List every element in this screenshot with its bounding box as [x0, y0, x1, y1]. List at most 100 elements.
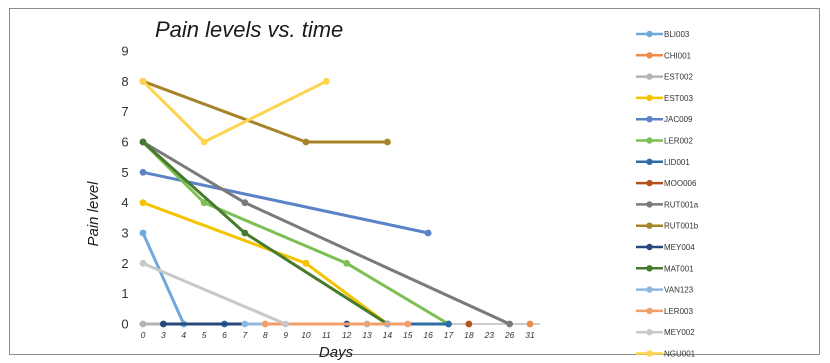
- legend-label: EST003: [664, 94, 693, 103]
- x-tick-label: 5: [202, 330, 207, 340]
- data-point: [343, 259, 351, 267]
- legend-label: LER002: [664, 137, 693, 146]
- data-point: [282, 320, 289, 328]
- data-point: [200, 199, 208, 207]
- series-line: [142, 201, 389, 326]
- data-point: [526, 320, 534, 328]
- legend-label: MAT001: [664, 264, 694, 273]
- x-tick-label: 13: [362, 330, 372, 340]
- y-tick-label: 2: [121, 256, 128, 271]
- y-tick-label: 3: [121, 226, 128, 241]
- legend-label: VAN123: [664, 286, 694, 295]
- y-tick-label: 4: [121, 195, 128, 210]
- series-line: [142, 170, 429, 235]
- legend-item-chi001: CHI001: [636, 51, 692, 60]
- y-tick-labels: 0 1 2 3 4 5 6 7 8 9: [121, 44, 128, 332]
- data-point: [159, 320, 167, 328]
- data-point: [241, 320, 249, 328]
- data-point: [139, 229, 147, 237]
- y-tick-label: 5: [121, 165, 128, 180]
- legend-swatch-marker: [646, 52, 653, 59]
- series-line: [142, 140, 511, 326]
- x-tick-label: 11: [322, 330, 331, 340]
- y-tick-label: 8: [121, 74, 128, 89]
- legend: BLI003 CHI001 EST002 EST003 JAC009 LER002 LID0…: [636, 30, 699, 359]
- legend-label: NGU001: [664, 350, 696, 359]
- legend-item-moo006: MOO006: [636, 179, 697, 188]
- x-tick-label: 10: [301, 330, 311, 340]
- legend-item-ngu001: NGU001: [636, 350, 696, 359]
- x-tick-label: 26: [504, 330, 515, 340]
- legend-swatch-marker: [646, 307, 653, 315]
- x-tick-label: 12: [342, 330, 352, 340]
- legend-item-mat001: MAT001: [636, 264, 694, 273]
- legend-swatch-marker: [646, 286, 653, 293]
- legend-label: CHI001: [664, 51, 692, 60]
- y-tick-label: 1: [121, 286, 128, 301]
- x-tick-label: 7: [242, 330, 247, 340]
- legend-item-est003: EST003: [636, 94, 693, 103]
- data-point: [302, 138, 310, 146]
- x-tick-label: 3: [161, 330, 166, 340]
- data-point: [241, 229, 249, 237]
- data-point: [200, 138, 208, 146]
- x-tick-label: 23: [484, 330, 495, 340]
- x-tick-label: 4: [181, 330, 186, 340]
- y-tick-label: 0: [121, 317, 128, 332]
- data-point: [322, 77, 330, 85]
- series-line: [142, 261, 287, 326]
- legend-swatch-marker: [646, 350, 653, 357]
- series-lines: [139, 77, 534, 328]
- y-tick-label: 6: [121, 135, 128, 150]
- legend-swatch-marker: [646, 137, 653, 144]
- data-point: [241, 199, 249, 207]
- legend-label: RUT001b: [664, 222, 699, 231]
- legend-label: LER003: [664, 307, 693, 316]
- legend-swatch-marker: [646, 158, 653, 165]
- legend-label: RUT001a: [664, 200, 699, 209]
- x-tick-label: 15: [403, 330, 413, 340]
- legend-swatch-marker: [646, 30, 653, 38]
- legend-item-van123: VAN123: [636, 286, 694, 295]
- data-point: [139, 168, 147, 176]
- chart-title: Pain levels vs. time: [155, 17, 343, 42]
- legend-label: LID001: [664, 158, 690, 167]
- x-tick-label: 18: [464, 330, 474, 340]
- x-tick-label: 9: [283, 330, 288, 340]
- legend-item-rut001b: RUT001b: [636, 222, 699, 231]
- y-tick-label: 7: [121, 104, 128, 119]
- legend-item-lid001: LID001: [636, 158, 690, 167]
- data-point: [261, 320, 269, 328]
- legend-swatch-marker: [646, 116, 653, 123]
- legend-swatch-marker: [646, 179, 653, 187]
- series-ngu001: [139, 77, 330, 146]
- data-point: [139, 138, 147, 146]
- series-moo006: [465, 320, 473, 328]
- legend-swatch-marker: [646, 73, 653, 80]
- series-line: [141, 232, 186, 325]
- data-point: [139, 259, 147, 267]
- series-chi001: [526, 320, 534, 328]
- series-rut001a: [139, 138, 514, 328]
- data-point: [424, 229, 432, 237]
- series-mey002: [139, 259, 289, 328]
- legend-item-mey004: MEY004: [636, 243, 695, 252]
- legend-item-bli003: BLI003: [636, 30, 690, 39]
- series-line: [141, 140, 450, 326]
- x-tick-label: 6: [222, 330, 227, 340]
- data-point: [139, 320, 147, 328]
- legend-item-rut001a: RUT001a: [636, 200, 699, 209]
- legend-swatch-marker: [646, 94, 653, 102]
- x-tick-label: 8: [263, 330, 268, 340]
- series-bli003: [139, 229, 188, 328]
- data-point: [139, 199, 147, 207]
- legend-item-mey002: MEY002: [636, 328, 695, 337]
- data-point: [445, 320, 452, 328]
- legend-item-jac009: JAC009: [636, 115, 693, 124]
- legend-label: BLI003: [664, 30, 690, 39]
- legend-label: EST002: [664, 73, 693, 82]
- legend-swatch-marker: [646, 222, 653, 229]
- x-tick-label: 16: [423, 330, 433, 340]
- legend-label: JAC009: [664, 115, 693, 124]
- legend-item-ler002: LER002: [636, 137, 693, 146]
